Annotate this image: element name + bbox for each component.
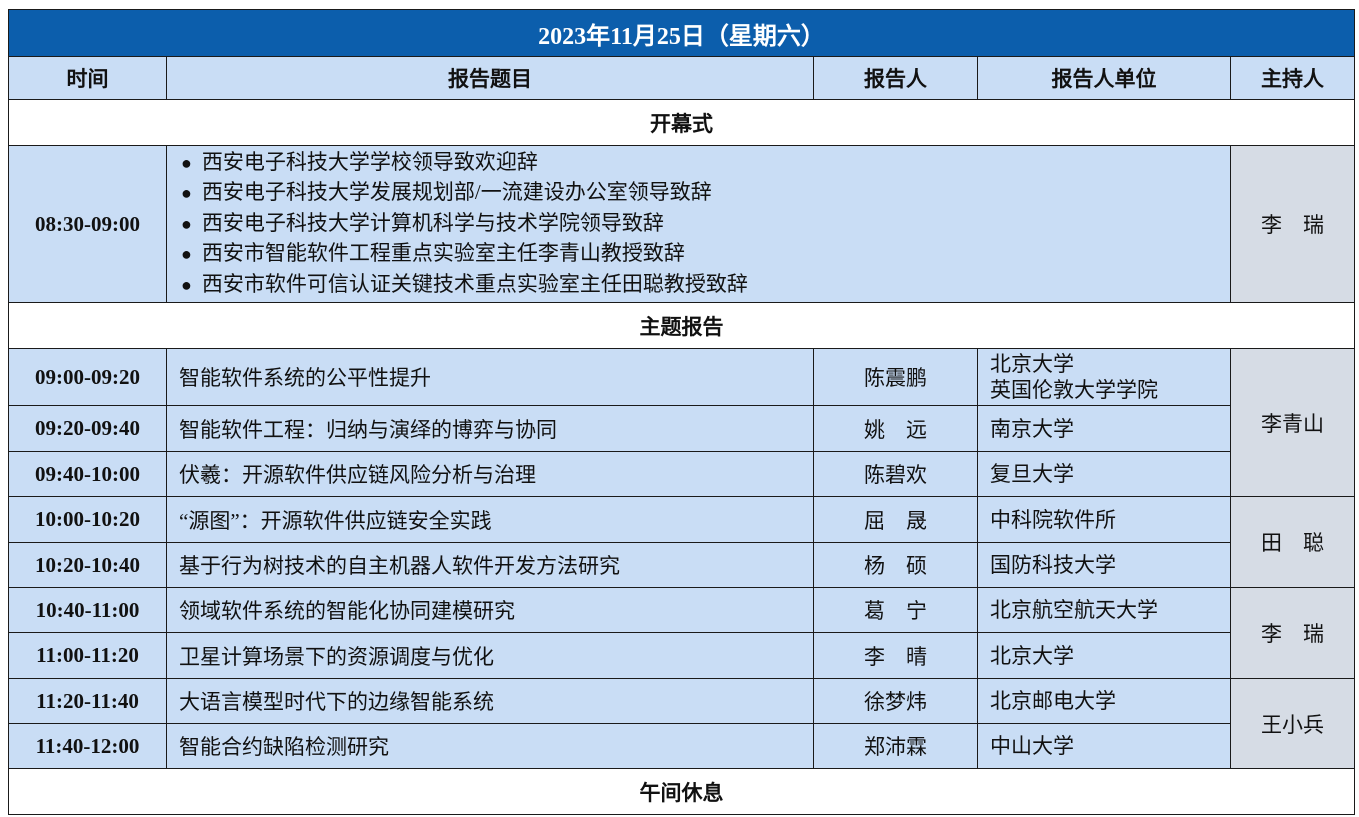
talk-speaker: 陈震鹏 bbox=[813, 348, 978, 406]
talk-time: 09:40-10:00 bbox=[8, 451, 167, 497]
talk-speaker: 李 晴 bbox=[813, 632, 978, 679]
talk-time: 10:00-10:20 bbox=[8, 496, 167, 543]
org-line: 北京邮电大学 bbox=[990, 689, 1116, 713]
talk-speaker: 郑沛霖 bbox=[813, 723, 978, 769]
opening-row: 08:30-09:00 西安电子科技大学学校领导致欢迎辞 西安电子科技大学发展规… bbox=[8, 145, 1356, 303]
section-opening: 开幕式 bbox=[7, 99, 1356, 146]
talk-topic: 伏羲：开源软件供应链风险分析与治理 bbox=[166, 451, 814, 497]
talk-topic: “源图”：开源软件供应链安全实践 bbox=[166, 496, 814, 543]
org-line: 南京大学 bbox=[990, 416, 1074, 441]
talk-org: 中山大学 bbox=[977, 723, 1231, 769]
header-host: 主持人 bbox=[1229, 56, 1356, 100]
talk-time: 09:20-09:40 bbox=[8, 405, 167, 452]
schedule-table: 2023年11月25日（星期六） 时间 报告题目 报告人 报告人单位 主持人 开… bbox=[7, 9, 1356, 815]
opening-item: 西安市智能软件工程重点实验室主任李青山教授致辞 bbox=[181, 239, 1230, 270]
opening-host: 李 瑞 bbox=[1229, 145, 1356, 303]
org-line: 中科院软件所 bbox=[990, 507, 1116, 532]
talk-topic: 大语言模型时代下的边缘智能系统 bbox=[166, 678, 814, 724]
talk-topic: 领域软件系统的智能化协同建模研究 bbox=[166, 587, 814, 633]
talk-topic: 基于行为树技术的自主机器人软件开发方法研究 bbox=[166, 542, 814, 588]
talk-speaker: 徐梦炜 bbox=[813, 678, 978, 724]
session-host: 王小兵 bbox=[1229, 678, 1356, 769]
opening-item: 西安市软件可信认证关键技术重点实验室主任田聪教授致辞 bbox=[181, 270, 1230, 301]
talk-topic: 卫星计算场景下的资源调度与优化 bbox=[166, 632, 814, 679]
opening-item: 西安电子科技大学发展规划部/一流建设办公室领导致辞 bbox=[181, 178, 1230, 209]
header-org: 报告人单位 bbox=[977, 56, 1231, 100]
talk-speaker: 陈碧欢 bbox=[813, 451, 978, 497]
talk-topic: 智能软件工程：归纳与演绎的博弈与协同 bbox=[166, 405, 814, 452]
org-line: 中山大学 bbox=[990, 734, 1074, 758]
opening-items: 西安电子科技大学学校领导致欢迎辞 西安电子科技大学发展规划部/一流建设办公室领导… bbox=[166, 145, 1231, 303]
talk-row: 09:40-10:00 伏羲：开源软件供应链风险分析与治理 陈碧欢 复旦大学 bbox=[8, 451, 1355, 497]
section-keynote: 主题报告 bbox=[7, 302, 1356, 349]
talk-speaker: 杨 硕 bbox=[813, 542, 978, 588]
talk-time: 11:20-11:40 bbox=[8, 678, 167, 724]
opening-item: 西安电子科技大学计算机科学与技术学院领导致辞 bbox=[181, 209, 1230, 240]
org-line: 北京航空航天大学 bbox=[990, 598, 1158, 622]
talk-org: 中科院软件所 bbox=[977, 496, 1231, 543]
header-speaker: 报告人 bbox=[813, 56, 978, 100]
talk-row: 09:00-09:20 智能软件系统的公平性提升 陈震鹏 北京大学 英国伦敦大学学院 李青… bbox=[8, 348, 1356, 497]
talk-speaker: 姚 远 bbox=[813, 405, 978, 452]
talk-time: 10:40-11:00 bbox=[8, 587, 167, 633]
talk-time: 10:20-10:40 bbox=[8, 542, 167, 588]
talk-org: 北京大学 bbox=[977, 632, 1231, 679]
talk-row: 11:40-12:00 智能合约缺陷检测研究 郑沛霖 中山大学 bbox=[8, 723, 1355, 769]
org-line: 国防科技大学 bbox=[990, 553, 1116, 577]
opening-item: 西安电子科技大学学校领导致欢迎辞 bbox=[181, 148, 1230, 179]
header-time: 时间 bbox=[8, 56, 167, 100]
header-row: 时间 报告题目 报告人 报告人单位 主持人 bbox=[8, 56, 1356, 100]
talk-time: 09:00-09:20 bbox=[8, 348, 167, 406]
talk-org: 复旦大学 bbox=[977, 451, 1231, 497]
session-host: 李 瑞 bbox=[1229, 587, 1356, 679]
talk-row: 10:40-11:00 领域软件系统的智能化协同建模研究葛 宁北京航空航天大学李 … bbox=[8, 587, 1356, 679]
opening-time: 08:30-09:00 bbox=[8, 145, 167, 303]
org-line: 北京大学 bbox=[990, 352, 1074, 376]
talk-speaker: 屈 晟 bbox=[813, 496, 978, 543]
talk-row: 11:20-11:40 大语言模型时代下的边缘智能系统 徐梦炜 北京邮电大学 王小兵 bbox=[8, 678, 1356, 769]
org-line: 复旦大学 bbox=[990, 462, 1074, 486]
talk-topic: 智能合约缺陷检测研究 bbox=[166, 723, 814, 769]
talk-org: 国防科技大学 bbox=[977, 542, 1231, 588]
org-line: 英国伦敦大学学院 bbox=[990, 378, 1158, 402]
talk-time: 11:40-12:00 bbox=[8, 723, 167, 769]
talk-org: 北京邮电大学 bbox=[977, 678, 1231, 724]
schedule-date-title: 2023年11月25日（星期六） bbox=[7, 9, 1356, 57]
header-topic: 报告题目 bbox=[166, 56, 814, 100]
talk-row: 11:00-11:20 卫星计算场景下的资源调度与优化李 晴北京大学 bbox=[8, 632, 1355, 679]
talk-org: 北京大学 英国伦敦大学学院 bbox=[977, 348, 1231, 406]
section-lunch: 午间休息 bbox=[7, 768, 1356, 815]
talk-org: 南京大学 bbox=[977, 405, 1231, 452]
talk-row: 09:20-09:40 智能软件工程：归纳与演绎的博弈与协同姚 远南京大学 bbox=[8, 405, 1355, 452]
talk-speaker: 葛 宁 bbox=[813, 587, 978, 633]
talk-row: 10:00-10:20 “源图”：开源软件供应链安全实践屈 晟中科院软件所 田 聪 bbox=[8, 496, 1356, 588]
talk-row: 10:20-10:40 基于行为树技术的自主机器人软件开发方法研究杨 硕国防科技大… bbox=[8, 542, 1355, 588]
talk-org: 北京航空航天大学 bbox=[977, 587, 1231, 633]
talk-time: 11:00-11:20 bbox=[8, 632, 167, 679]
session-host: 田 聪 bbox=[1229, 496, 1356, 588]
org-line: 北京大学 bbox=[990, 643, 1074, 668]
session-host: 李青山 bbox=[1229, 348, 1356, 497]
talk-topic: 智能软件系统的公平性提升 bbox=[166, 348, 814, 406]
